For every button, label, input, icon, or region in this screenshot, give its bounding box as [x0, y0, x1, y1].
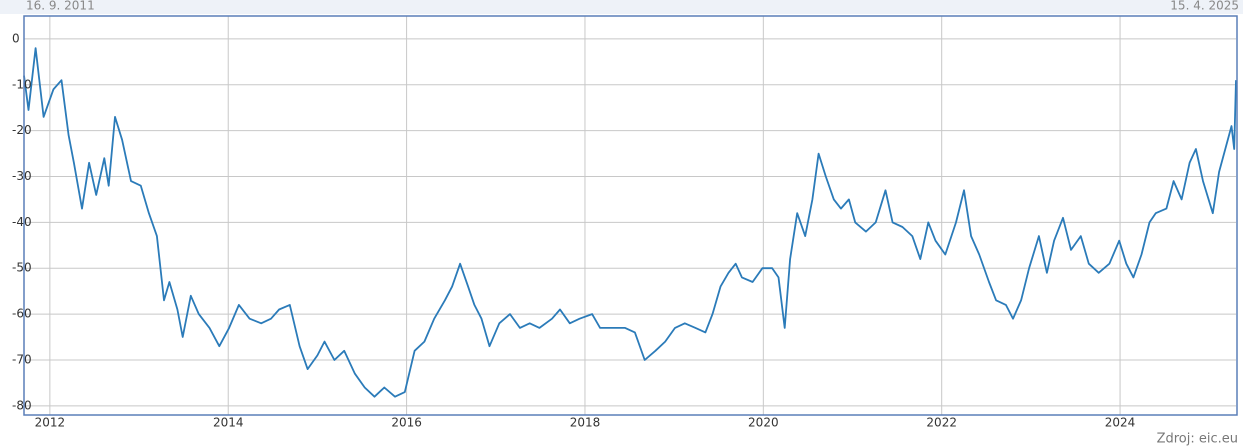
- end-date: 15. 4. 2025: [1170, 0, 1239, 13]
- y-tick-label: -20: [12, 123, 32, 137]
- x-tick-label: 2024: [1105, 416, 1136, 430]
- y-tick-label: -60: [12, 307, 32, 321]
- y-tick-label: 0: [12, 31, 20, 45]
- y-tick-label: -40: [12, 215, 32, 229]
- x-tick-label: 2014: [213, 416, 244, 430]
- y-tick-label: -30: [12, 169, 32, 183]
- x-tick-label: 2012: [35, 416, 66, 430]
- y-tick-label: -70: [12, 352, 32, 366]
- start-date: 16. 9. 2011: [26, 0, 95, 13]
- header-strip: [0, 0, 1243, 14]
- x-tick-label: 2016: [391, 416, 422, 430]
- plot-area: [24, 16, 1237, 415]
- x-tick-label: 2022: [926, 416, 957, 430]
- y-tick-label: -50: [12, 261, 32, 275]
- source: Zdroj: eic.eu: [1157, 432, 1238, 447]
- marks: [23, 47, 1237, 398]
- y-tick-label: -10: [12, 77, 32, 91]
- data-line: [23, 47, 1237, 398]
- x-tick-label: 2020: [748, 416, 779, 430]
- grid: [24, 16, 1236, 415]
- y-tick-label: -80: [12, 398, 32, 412]
- plot-border: [23, 15, 1238, 416]
- x-tick-label: 2018: [570, 416, 601, 430]
